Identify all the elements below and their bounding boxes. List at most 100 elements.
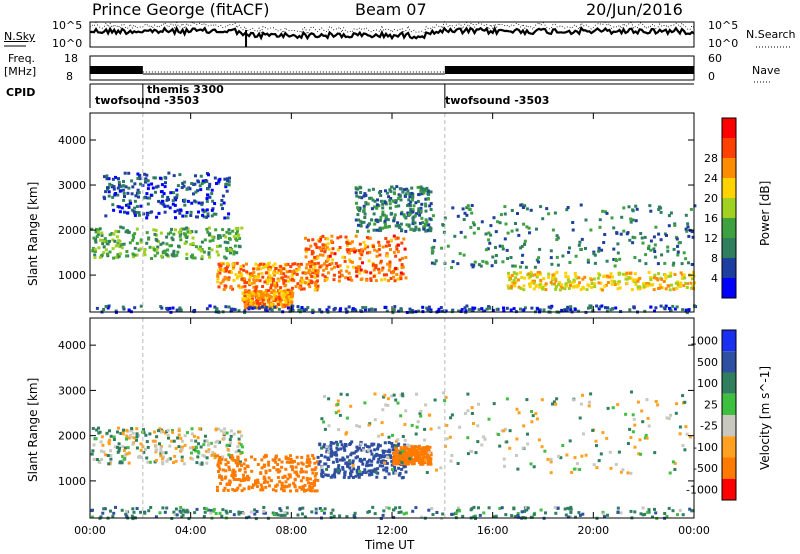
power-cell <box>222 201 226 205</box>
power-cell <box>174 198 178 202</box>
power-cell <box>265 309 269 313</box>
power-cell <box>392 234 396 238</box>
velocity-cell <box>238 462 241 466</box>
power-cell <box>178 234 182 238</box>
power-cell <box>402 237 406 241</box>
velocity-cell <box>387 435 391 439</box>
velocity-cell <box>575 462 579 466</box>
power-cell <box>124 230 128 234</box>
velocity-cell <box>609 466 613 470</box>
power-cell <box>404 229 408 233</box>
velocity-cell <box>244 458 248 462</box>
velocity-cell <box>148 432 152 436</box>
power-cell <box>633 256 637 259</box>
power-cell <box>358 242 362 246</box>
power-cell <box>291 291 295 295</box>
velocity-cell <box>404 454 408 458</box>
power-cell <box>114 244 118 248</box>
velocity-cell <box>412 462 416 466</box>
velocity-cell <box>566 515 570 519</box>
velocity-cell <box>537 438 541 442</box>
power-cell <box>313 265 317 269</box>
power-cell <box>533 265 537 269</box>
velocity-cell <box>667 506 671 510</box>
velocity-cell <box>363 443 367 447</box>
power-cell <box>593 282 597 286</box>
freq-axis-bottom: 8 <box>66 70 73 83</box>
power-cell <box>275 284 279 288</box>
velocity-cell <box>262 506 266 509</box>
velocity-cell <box>395 457 398 461</box>
velocity-cell <box>238 468 242 472</box>
velocity-cell <box>183 434 187 438</box>
velocity-cell <box>358 457 362 461</box>
power-cell <box>208 195 212 199</box>
velocity-cell <box>217 470 220 473</box>
velocity-cell <box>568 507 572 511</box>
velocity-cell <box>373 392 377 396</box>
velocity-cell <box>238 460 242 464</box>
power-cell <box>120 243 124 247</box>
velocity-cell <box>289 465 293 469</box>
velocity-cell <box>239 479 243 483</box>
velocity-cell <box>512 506 516 510</box>
velocity-cell <box>229 455 233 459</box>
power-cell <box>369 277 373 281</box>
power-cell <box>299 308 303 312</box>
power-cell <box>263 280 267 284</box>
power-cell <box>484 260 488 264</box>
power-cell <box>403 194 407 198</box>
power-cell <box>114 175 117 179</box>
velocity-cell <box>276 476 280 479</box>
velocity-cell <box>334 411 338 415</box>
power-cell <box>124 185 128 189</box>
velocity-cell <box>387 441 391 444</box>
velocity-cell <box>392 393 396 397</box>
velocity-cell <box>394 471 398 475</box>
power-cell <box>355 274 359 278</box>
power-cell <box>686 225 690 229</box>
power-cell <box>652 247 656 251</box>
power-cell <box>111 177 115 181</box>
power-cell <box>608 275 612 279</box>
power-cell <box>279 269 283 273</box>
power-cell <box>566 206 570 209</box>
power-cell <box>505 248 509 252</box>
power-cell <box>354 187 358 191</box>
power-cell <box>98 255 102 259</box>
velocity-cell <box>262 509 266 513</box>
power-cell <box>271 271 275 275</box>
velocity-cell <box>180 448 184 451</box>
velocity-cell <box>569 505 573 509</box>
power-cell <box>647 244 651 248</box>
velocity-cell <box>135 432 139 436</box>
power-cell <box>95 227 98 231</box>
power-cell <box>386 218 390 222</box>
power-cell <box>396 250 400 254</box>
velocity-cell <box>669 413 673 417</box>
velocity-cell <box>531 414 535 418</box>
velocity-cell <box>357 465 361 469</box>
velocity-cell <box>295 473 299 477</box>
power-cell <box>644 253 648 257</box>
power-cell <box>217 285 221 289</box>
power-cell <box>232 252 236 256</box>
power-colorbar-tick: 4 <box>711 272 718 285</box>
power-cell <box>93 255 97 259</box>
velocity-cell <box>123 446 127 450</box>
velocity-cell <box>256 463 260 466</box>
power-cell <box>156 184 160 188</box>
velocity-cell <box>274 454 278 458</box>
power-cell <box>291 270 295 274</box>
power-cell <box>315 245 319 249</box>
velocity-cell <box>494 514 498 518</box>
power-cell <box>304 271 308 275</box>
velocity-cell <box>103 507 107 511</box>
power-cell <box>282 272 286 276</box>
velocity-cell <box>198 427 202 431</box>
velocity-cell <box>325 445 329 449</box>
power-cell <box>605 211 609 215</box>
velocity-cell <box>322 445 326 449</box>
velocity-cell <box>222 431 226 435</box>
power-cell <box>261 285 265 288</box>
